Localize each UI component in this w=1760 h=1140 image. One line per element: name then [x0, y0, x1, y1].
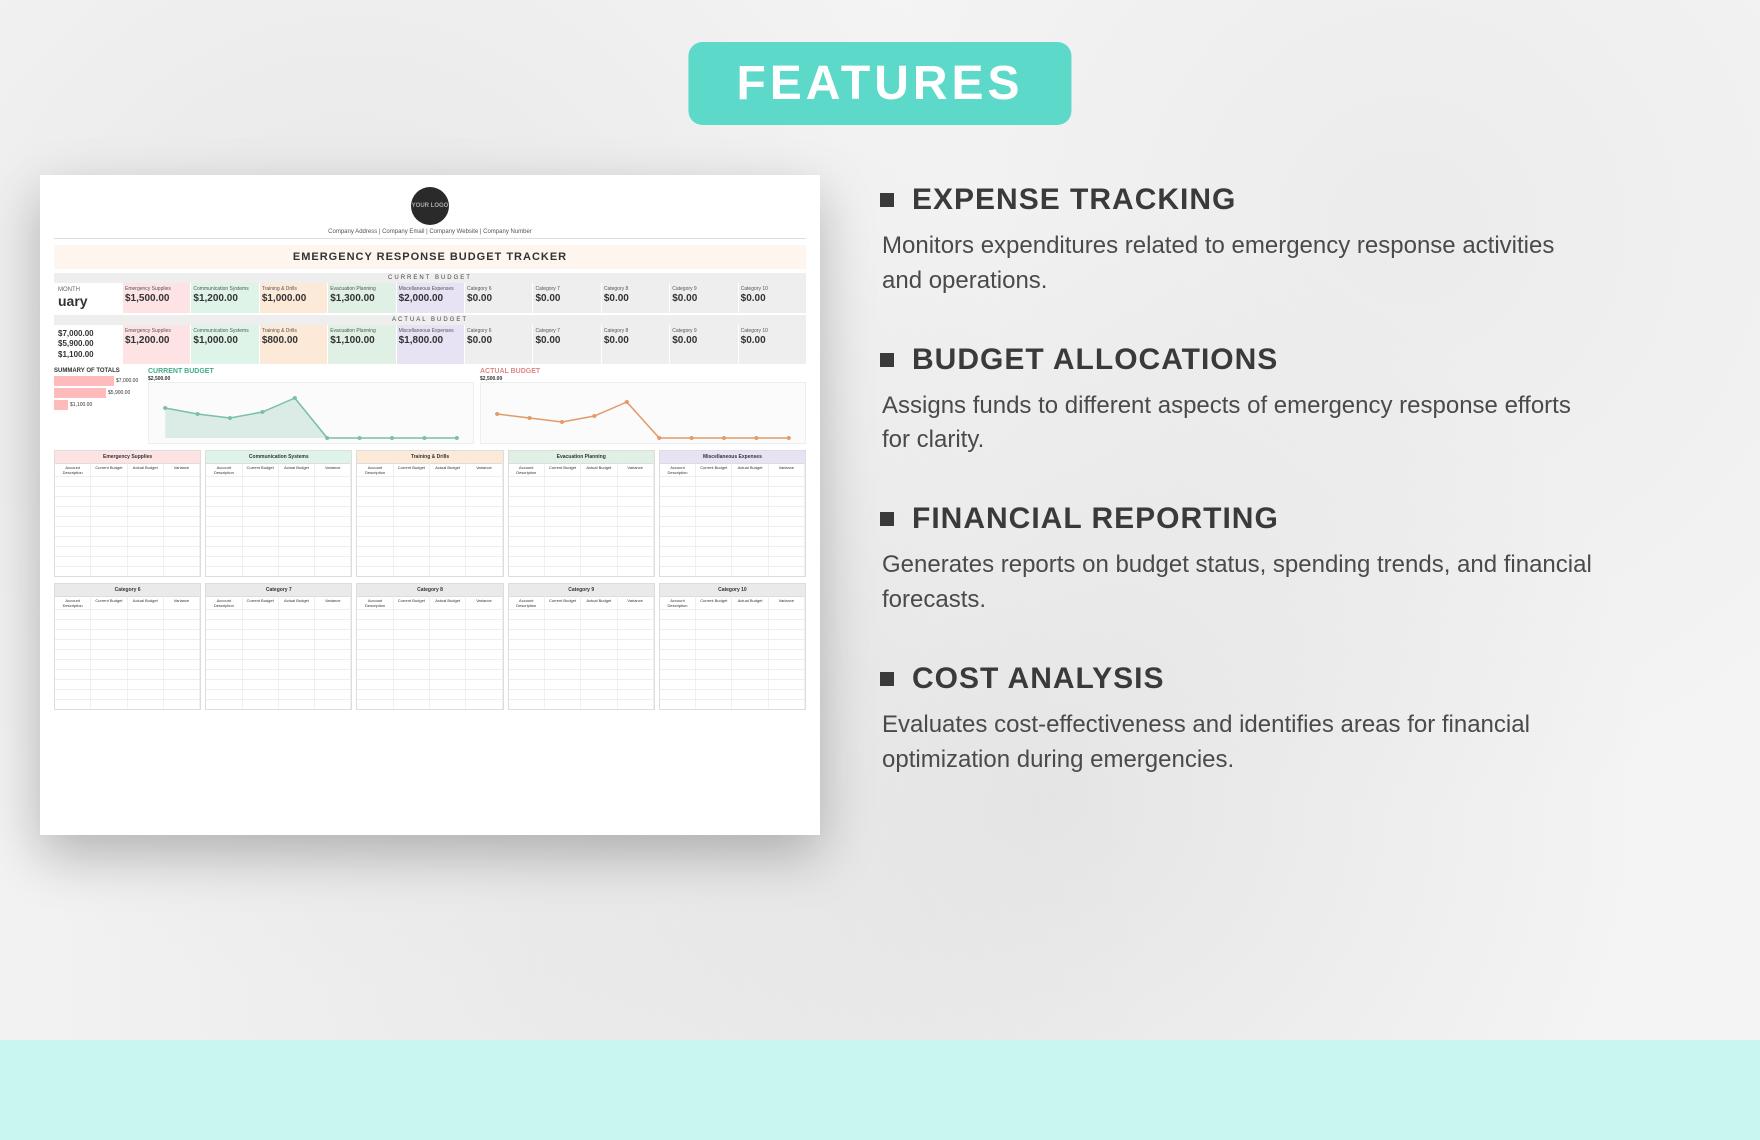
bottom-band	[0, 1040, 1760, 1140]
category-table: Category 10Account DescriptionCurrent Bu…	[659, 583, 806, 710]
budget-cell: Training & Drills$800.00	[260, 325, 327, 364]
company-info-line: Company Address | Company Email | Compan…	[54, 229, 806, 239]
feature-description: Generates reports on budget status, spen…	[880, 548, 1600, 618]
summary-title: SUMMARY OF TOTALS	[54, 368, 142, 374]
budget-cell: Category 9$0.00	[670, 283, 737, 313]
budget-cell: Training & Drills$1,000.00	[260, 283, 327, 313]
feature-header: BUDGET ALLOCATIONS	[880, 343, 1600, 377]
category-table: Category 7Account DescriptionCurrent Bud…	[205, 583, 352, 710]
budget-cell: Category 8$0.00	[602, 325, 669, 364]
template-preview: YOUR LOGO Company Address | Company Emai…	[40, 175, 820, 835]
feature-title: EXPENSE TRACKING	[912, 183, 1236, 217]
budget-cell: Category 9$0.00	[670, 325, 737, 364]
feature-title: BUDGET ALLOCATIONS	[912, 343, 1278, 377]
total-variance: $1,100.00	[58, 350, 118, 360]
actual-budget-row: $7,000.00 $5,900.00 $1,100.00 Emergency …	[54, 325, 806, 364]
content-area: YOUR LOGO Company Address | Company Emai…	[0, 175, 1760, 835]
tables-row-1: Emergency SuppliesAccount DescriptionCur…	[54, 450, 806, 577]
feature-title: COST ANALYSIS	[912, 662, 1165, 696]
feature-header: COST ANALYSIS	[880, 662, 1600, 696]
budget-cell: Miscellaneous Expenses$1,800.00	[397, 325, 464, 364]
budget-cell: Communication Systems$1,000.00	[191, 325, 258, 364]
feature-expense-tracking: EXPENSE TRACKING Monitors expenditures r…	[880, 183, 1600, 299]
category-table: Training & DrillsAccount DescriptionCurr…	[356, 450, 503, 577]
actual-budget-chart: ACTUAL BUDGET $2,500.00	[480, 368, 806, 444]
budget-cell: Miscellaneous Expenses$2,000.00	[397, 283, 464, 313]
month-value: uary	[58, 293, 118, 309]
summary-bar: $7,000.00	[54, 376, 142, 386]
budget-cell: Category 10$0.00	[739, 283, 806, 313]
budget-cell: Category 7$0.00	[533, 283, 600, 313]
category-table: Communication SystemsAccount Description…	[205, 450, 352, 577]
total-actual: $5,900.00	[58, 339, 118, 349]
category-table: Emergency SuppliesAccount DescriptionCur…	[54, 450, 201, 577]
category-table: Category 8Account DescriptionCurrent Bud…	[356, 583, 503, 710]
summary-bar: $1,100.00	[54, 400, 142, 410]
budget-cell: Category 6$0.00	[465, 283, 532, 313]
feature-header: FINANCIAL REPORTING	[880, 502, 1600, 536]
category-table: Miscellaneous ExpensesAccount Descriptio…	[659, 450, 806, 577]
feature-cost-analysis: COST ANALYSIS Evaluates cost-effectivene…	[880, 662, 1600, 778]
features-list: EXPENSE TRACKING Monitors expenditures r…	[880, 175, 1720, 835]
bullet-icon	[880, 193, 894, 207]
bullet-icon	[880, 353, 894, 367]
feature-budget-allocations: BUDGET ALLOCATIONS Assigns funds to diff…	[880, 343, 1600, 459]
budget-cell: Emergency Supplies$1,500.00	[123, 283, 190, 313]
budget-cell: Emergency Supplies$1,200.00	[123, 325, 190, 364]
budget-cell: Evacuation Planning$1,100.00	[328, 325, 395, 364]
chart-title-current: CURRENT BUDGET	[148, 368, 474, 375]
budget-cell: Category 7$0.00	[533, 325, 600, 364]
feature-financial-reporting: FINANCIAL REPORTING Generates reports on…	[880, 502, 1600, 618]
summary-bar: $5,900.00	[54, 388, 142, 398]
category-table: Category 6Account DescriptionCurrent Bud…	[54, 583, 201, 710]
bullet-icon	[880, 672, 894, 686]
category-table: Evacuation PlanningAccount DescriptionCu…	[508, 450, 655, 577]
feature-description: Evaluates cost-effectiveness and identif…	[880, 708, 1600, 778]
summary-column: SUMMARY OF TOTALS $7,000.00 $5,900.00 $1,1…	[54, 368, 142, 444]
actual-budget-label: ACTUAL BUDGET	[54, 315, 806, 325]
preview-logo-row: YOUR LOGO	[54, 187, 806, 225]
feature-description: Monitors expenditures related to emergen…	[880, 229, 1600, 299]
current-budget-chart: CURRENT BUDGET $2,500.00	[148, 368, 474, 444]
feature-title: FINANCIAL REPORTING	[912, 502, 1279, 536]
feature-header: EXPENSE TRACKING	[880, 183, 1600, 217]
budget-cell: Evacuation Planning$1,300.00	[328, 283, 395, 313]
budget-cell: Category 10$0.00	[739, 325, 806, 364]
chart-title-actual: ACTUAL BUDGET	[480, 368, 806, 375]
budget-cell: Category 6$0.00	[465, 325, 532, 364]
month-box: MONTH uary	[54, 283, 122, 313]
budget-cell: Communication Systems$1,200.00	[191, 283, 258, 313]
total-current: $7,000.00	[58, 329, 118, 339]
charts-row: SUMMARY OF TOTALS $7,000.00 $5,900.00 $1,1…	[54, 368, 806, 444]
totals-box: $7,000.00 $5,900.00 $1,100.00	[54, 325, 122, 364]
features-badge: FEATURES	[688, 42, 1071, 125]
feature-description: Assigns funds to different aspects of em…	[880, 389, 1600, 459]
current-budget-label: CURRENT BUDGET	[54, 273, 806, 283]
bullet-icon	[880, 512, 894, 526]
budget-cell: Category 8$0.00	[602, 283, 669, 313]
tables-row-2: Category 6Account DescriptionCurrent Bud…	[54, 583, 806, 710]
logo-placeholder: YOUR LOGO	[411, 187, 449, 225]
document-title: EMERGENCY RESPONSE BUDGET TRACKER	[54, 245, 806, 269]
category-table: Category 9Account DescriptionCurrent Bud…	[508, 583, 655, 710]
current-budget-row: MONTH uary Emergency Supplies$1,500.00Co…	[54, 283, 806, 313]
